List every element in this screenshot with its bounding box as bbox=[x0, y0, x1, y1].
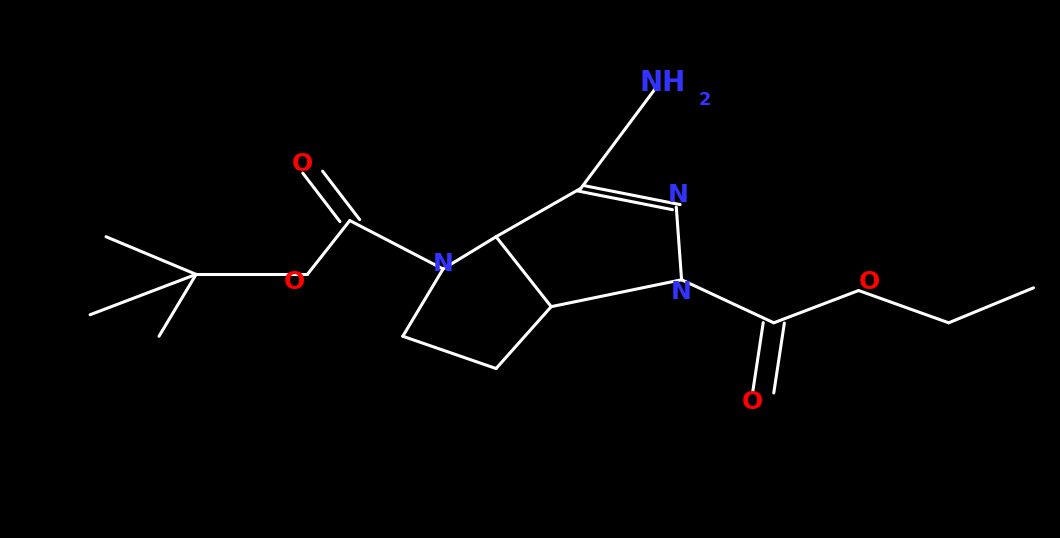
Text: N: N bbox=[668, 183, 689, 207]
Text: N: N bbox=[432, 252, 454, 275]
Text: 2: 2 bbox=[699, 90, 711, 109]
Text: O: O bbox=[292, 152, 313, 176]
Text: O: O bbox=[284, 270, 305, 294]
Text: NH: NH bbox=[639, 69, 686, 97]
Text: N: N bbox=[671, 280, 692, 303]
Text: O: O bbox=[742, 391, 763, 414]
Text: O: O bbox=[859, 271, 880, 294]
